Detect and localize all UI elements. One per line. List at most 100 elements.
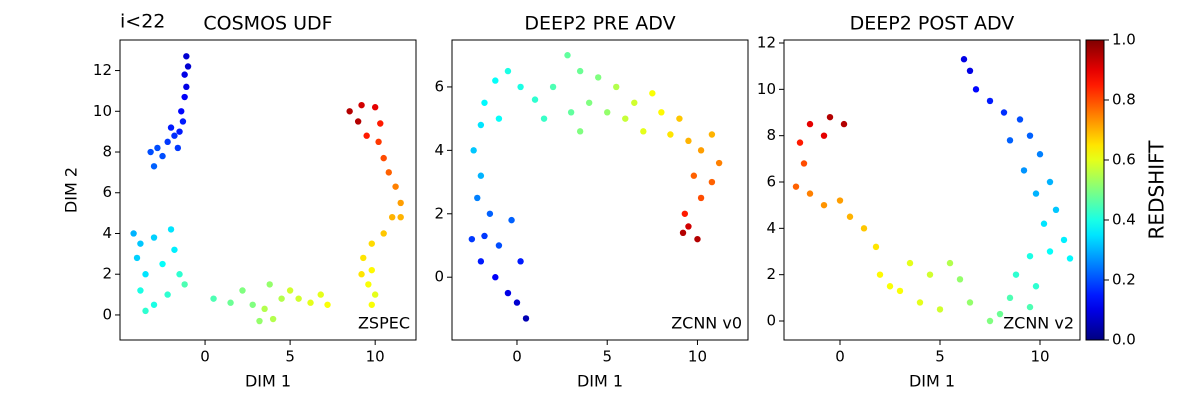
- y-tick-label: 10: [757, 80, 776, 98]
- point: [604, 109, 611, 116]
- point: [522, 315, 530, 322]
- y-tick-label: 10: [93, 102, 112, 120]
- point: [174, 144, 182, 152]
- point: [150, 301, 158, 308]
- point: [164, 138, 171, 146]
- point: [792, 183, 800, 190]
- y-tick-label: 4: [766, 219, 776, 237]
- x-tick-label: 10: [688, 348, 707, 366]
- point: [676, 115, 683, 122]
- y-axis-label: DIM 2: [62, 167, 81, 213]
- point: [681, 210, 689, 217]
- point: [239, 287, 246, 294]
- point: [380, 230, 387, 237]
- point: [363, 132, 370, 139]
- point: [936, 306, 944, 313]
- point: [631, 99, 638, 106]
- y-tick-label: 2: [434, 204, 444, 222]
- point: [266, 281, 273, 288]
- point: [658, 109, 665, 116]
- point: [840, 120, 848, 128]
- point: [142, 307, 149, 315]
- point: [820, 201, 828, 209]
- point: [585, 99, 593, 106]
- panel-annotation: ZSPEC: [358, 314, 410, 333]
- point: [972, 86, 980, 93]
- point: [679, 229, 687, 237]
- point: [183, 53, 190, 60]
- point: [1016, 116, 1024, 123]
- point: [826, 113, 834, 121]
- point: [358, 101, 365, 109]
- point: [860, 225, 868, 232]
- point: [397, 199, 404, 207]
- axes-frame: [119, 39, 417, 341]
- point: [1046, 178, 1054, 186]
- colorbar: [1085, 39, 1105, 341]
- point: [477, 172, 485, 179]
- point: [317, 291, 324, 298]
- point: [477, 121, 485, 129]
- point: [159, 152, 166, 160]
- point: [715, 159, 723, 167]
- point: [649, 90, 656, 97]
- point: [996, 310, 1004, 318]
- x-tick-label: 5: [602, 348, 612, 366]
- point: [346, 108, 353, 115]
- point: [1026, 252, 1034, 260]
- point: [1036, 151, 1044, 158]
- point: [576, 128, 584, 135]
- point: [368, 301, 375, 308]
- y-tick-label: 8: [766, 126, 776, 144]
- point: [150, 234, 158, 241]
- y-tick-label: 6: [766, 173, 776, 191]
- axes-frame: [783, 39, 1081, 341]
- point: [906, 259, 914, 267]
- point: [492, 274, 499, 281]
- point: [360, 254, 367, 262]
- point: [667, 131, 674, 138]
- point: [495, 242, 503, 249]
- point: [137, 287, 144, 294]
- point: [513, 299, 521, 306]
- point: [1046, 248, 1054, 255]
- scatter-points: [792, 56, 1074, 325]
- point: [178, 108, 185, 115]
- chart-title: DEEP2 POST ADV: [850, 13, 1015, 35]
- point: [517, 258, 524, 265]
- point: [371, 291, 379, 298]
- point: [685, 223, 692, 230]
- point: [708, 178, 716, 186]
- y-tick-label: 2: [766, 265, 776, 283]
- point: [517, 83, 524, 91]
- point: [966, 67, 974, 75]
- point: [167, 124, 175, 131]
- y-tick-label: 6: [434, 77, 444, 95]
- point: [375, 138, 382, 146]
- y-tick-label: 4: [102, 224, 112, 242]
- point: [708, 131, 716, 138]
- y-tick-label: 0: [434, 268, 444, 286]
- x-tick-label: 0: [835, 348, 845, 366]
- point: [179, 118, 187, 125]
- point: [249, 301, 256, 308]
- point: [385, 169, 392, 176]
- colorbar-tick-label: 0.6: [1112, 151, 1136, 169]
- corner-annotation: i<22: [120, 11, 165, 33]
- point: [256, 317, 263, 325]
- point: [1012, 271, 1020, 278]
- point: [1032, 283, 1040, 290]
- panel-annotation: ZCNN v0: [671, 314, 742, 333]
- colorbar-tick-label: 0.4: [1112, 211, 1136, 229]
- point: [368, 240, 375, 247]
- point: [966, 299, 974, 306]
- point: [504, 289, 512, 297]
- colorbar-tick-label: 0.8: [1112, 91, 1136, 109]
- point: [164, 291, 171, 298]
- point: [371, 104, 379, 111]
- point: [622, 115, 629, 122]
- point: [171, 132, 178, 139]
- scatter-points: [130, 53, 404, 325]
- point: [986, 97, 994, 105]
- point: [368, 266, 375, 274]
